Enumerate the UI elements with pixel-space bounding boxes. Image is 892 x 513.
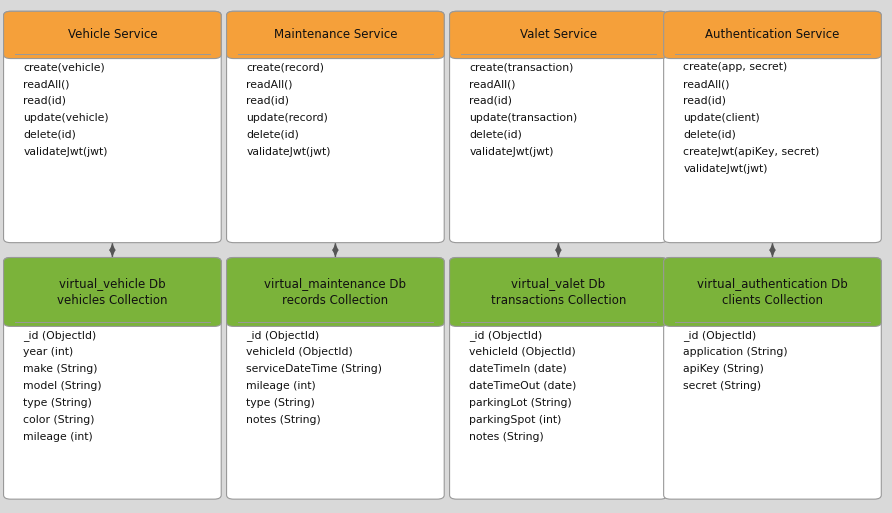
Text: notes (String): notes (String) bbox=[246, 415, 321, 425]
FancyBboxPatch shape bbox=[450, 258, 667, 326]
Text: validateJwt(jwt): validateJwt(jwt) bbox=[246, 147, 331, 157]
FancyBboxPatch shape bbox=[664, 11, 881, 243]
Text: update(transaction): update(transaction) bbox=[469, 113, 577, 123]
Text: _id (ObjectId): _id (ObjectId) bbox=[469, 330, 542, 341]
Bar bbox=[235, 295, 436, 322]
Text: secret (String): secret (String) bbox=[683, 381, 762, 391]
Text: read(id): read(id) bbox=[469, 96, 512, 106]
Text: createJwt(apiKey, secret): createJwt(apiKey, secret) bbox=[683, 147, 820, 157]
FancyBboxPatch shape bbox=[664, 11, 881, 58]
Bar bbox=[12, 295, 213, 322]
Text: delete(id): delete(id) bbox=[683, 130, 736, 140]
FancyBboxPatch shape bbox=[450, 258, 667, 499]
Text: virtual_maintenance Db
records Collection: virtual_maintenance Db records Collectio… bbox=[264, 277, 407, 307]
Bar bbox=[458, 37, 659, 54]
Text: validateJwt(jwt): validateJwt(jwt) bbox=[469, 147, 554, 157]
Text: notes (String): notes (String) bbox=[469, 431, 544, 442]
Text: year (int): year (int) bbox=[23, 347, 73, 357]
FancyBboxPatch shape bbox=[4, 258, 221, 499]
Text: read(id): read(id) bbox=[683, 96, 726, 106]
FancyBboxPatch shape bbox=[450, 11, 667, 58]
Text: dateTimeIn (date): dateTimeIn (date) bbox=[469, 364, 567, 374]
Text: readAll(): readAll() bbox=[469, 79, 516, 89]
Text: type (String): type (String) bbox=[23, 398, 92, 408]
Text: mileage (int): mileage (int) bbox=[246, 381, 316, 391]
Text: validateJwt(jwt): validateJwt(jwt) bbox=[23, 147, 108, 157]
Text: vehicleId (ObjectId): vehicleId (ObjectId) bbox=[469, 347, 576, 357]
Text: Authentication Service: Authentication Service bbox=[706, 28, 839, 42]
Text: readAll(): readAll() bbox=[683, 79, 730, 89]
Text: Vehicle Service: Vehicle Service bbox=[68, 28, 157, 42]
FancyBboxPatch shape bbox=[227, 258, 444, 499]
Text: virtual_authentication Db
clients Collection: virtual_authentication Db clients Collec… bbox=[697, 277, 848, 307]
Text: virtual_valet Db
transactions Collection: virtual_valet Db transactions Collection bbox=[491, 277, 626, 307]
Text: update(vehicle): update(vehicle) bbox=[23, 113, 109, 123]
FancyBboxPatch shape bbox=[664, 258, 881, 499]
Text: Maintenance Service: Maintenance Service bbox=[274, 28, 397, 42]
Text: read(id): read(id) bbox=[23, 96, 66, 106]
Text: create(transaction): create(transaction) bbox=[469, 62, 574, 72]
Text: validateJwt(jwt): validateJwt(jwt) bbox=[683, 164, 768, 174]
Text: _id (ObjectId): _id (ObjectId) bbox=[246, 330, 319, 341]
Text: type (String): type (String) bbox=[246, 398, 315, 408]
Bar bbox=[672, 37, 873, 54]
Text: delete(id): delete(id) bbox=[246, 130, 299, 140]
Text: update(client): update(client) bbox=[683, 113, 760, 123]
Text: mileage (int): mileage (int) bbox=[23, 431, 93, 442]
Text: create(vehicle): create(vehicle) bbox=[23, 62, 105, 72]
Text: readAll(): readAll() bbox=[246, 79, 293, 89]
Text: _id (ObjectId): _id (ObjectId) bbox=[23, 330, 96, 341]
Text: apiKey (String): apiKey (String) bbox=[683, 364, 764, 374]
Text: dateTimeOut (date): dateTimeOut (date) bbox=[469, 381, 576, 391]
Text: virtual_vehicle Db
vehicles Collection: virtual_vehicle Db vehicles Collection bbox=[57, 277, 168, 307]
FancyBboxPatch shape bbox=[4, 11, 221, 243]
FancyBboxPatch shape bbox=[4, 11, 221, 58]
Text: create(record): create(record) bbox=[246, 62, 324, 72]
FancyBboxPatch shape bbox=[450, 11, 667, 243]
Text: update(record): update(record) bbox=[246, 113, 328, 123]
Text: parkingSpot (int): parkingSpot (int) bbox=[469, 415, 562, 425]
Text: parkingLot (String): parkingLot (String) bbox=[469, 398, 572, 408]
Text: serviceDateTime (String): serviceDateTime (String) bbox=[246, 364, 382, 374]
Bar bbox=[458, 295, 659, 322]
Text: make (String): make (String) bbox=[23, 364, 98, 374]
Text: read(id): read(id) bbox=[246, 96, 289, 106]
FancyBboxPatch shape bbox=[4, 258, 221, 326]
FancyBboxPatch shape bbox=[664, 258, 881, 326]
Bar bbox=[12, 37, 213, 54]
Bar bbox=[235, 37, 436, 54]
FancyBboxPatch shape bbox=[227, 11, 444, 58]
Text: _id (ObjectId): _id (ObjectId) bbox=[683, 330, 756, 341]
Text: Valet Service: Valet Service bbox=[520, 28, 597, 42]
Text: delete(id): delete(id) bbox=[23, 130, 76, 140]
Text: create(app, secret): create(app, secret) bbox=[683, 62, 788, 72]
FancyBboxPatch shape bbox=[227, 11, 444, 243]
Text: delete(id): delete(id) bbox=[469, 130, 522, 140]
Text: model (String): model (String) bbox=[23, 381, 102, 391]
Bar bbox=[672, 295, 873, 322]
FancyBboxPatch shape bbox=[227, 258, 444, 326]
Text: readAll(): readAll() bbox=[23, 79, 70, 89]
Text: vehicleId (ObjectId): vehicleId (ObjectId) bbox=[246, 347, 353, 357]
Text: color (String): color (String) bbox=[23, 415, 95, 425]
Text: application (String): application (String) bbox=[683, 347, 788, 357]
